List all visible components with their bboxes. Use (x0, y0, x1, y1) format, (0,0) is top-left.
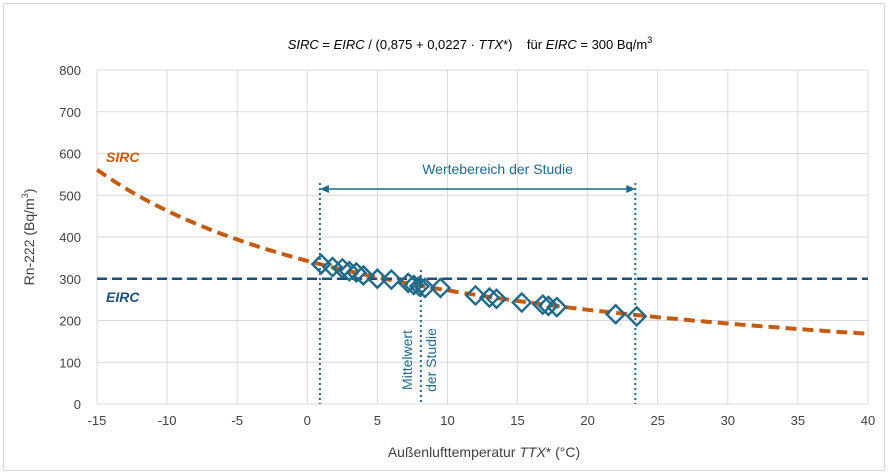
title-unit-sup: 3 (647, 35, 652, 45)
sirc-curve (95, 168, 869, 336)
title-eq: = (319, 37, 334, 52)
x-axis-label-ttx: TTX (519, 444, 546, 460)
y-tick-label: 200 (59, 314, 81, 329)
y-tick-label: 700 (59, 105, 81, 120)
data-point-diamond (511, 291, 533, 314)
title-unit: = 300 Bq/m (577, 37, 647, 52)
x-tick-label: 40 (861, 413, 875, 428)
x-axis-label-suffix: * (°C) (546, 444, 580, 460)
title-sirc: SIRC (288, 37, 320, 52)
y-axis-label-main: Rn-222 (Bq/m (21, 198, 37, 285)
data-point-diamond (366, 268, 389, 290)
mean-label-line1: Mittelwert (399, 330, 415, 390)
y-axis-label-sup: 3 (20, 193, 30, 198)
data-point-diamond (352, 264, 375, 287)
data-point-diamond (403, 274, 425, 296)
data-point-diamond (345, 261, 368, 284)
y-tick-label: 500 (59, 188, 81, 203)
data-point-diamond (485, 288, 508, 310)
data-point-diamond (478, 286, 501, 309)
range-label: Wertebereich der Studie (422, 161, 573, 177)
eirc-label: EIRC (106, 289, 140, 305)
x-tick-label: 25 (650, 413, 664, 428)
grid (96, 69, 869, 405)
data-point-diamond (331, 257, 354, 280)
x-tick-label: 15 (510, 413, 524, 428)
data-point-diamond (408, 275, 431, 297)
x-tick-label: -10 (158, 413, 177, 428)
series-lines (95, 168, 869, 336)
y-tick-label: 600 (59, 147, 81, 162)
x-tick-label: -15 (88, 413, 107, 428)
x-axis-label: Außenlufttemperatur TTX* (°C) (388, 444, 580, 460)
data-point-diamond (537, 295, 560, 317)
mean-label-line2: der Studie (423, 328, 439, 392)
range-arrow-left (319, 184, 329, 193)
annotations: Wertebereich der Studie Mittelwert der Stu… (106, 149, 637, 404)
chart-title: SIRC = EIRC / (0,875 + 0,0227 · TTX*) fü… (288, 35, 653, 52)
x-axis-label-prefix: Außenlufttemperatur (388, 444, 520, 460)
data-point-diamond (310, 253, 332, 275)
title-eirc-2: EIRC (546, 37, 578, 52)
x-tick-label: 10 (440, 413, 454, 428)
data-point-diamond (338, 260, 361, 282)
y-tick-label: 400 (59, 230, 81, 245)
y-axis-label-close: ) (21, 189, 37, 194)
x-tick-label: 30 (721, 413, 735, 428)
y-tick-label: 100 (59, 355, 81, 370)
title-fuer: *) für (503, 37, 546, 52)
data-point-diamond (397, 272, 419, 294)
x-tick-label: 35 (791, 413, 805, 428)
data-point-diamond (380, 268, 403, 291)
title-formula: / (0,875 + 0,0227 · (365, 37, 479, 52)
title-eirc: EIRC (334, 37, 366, 52)
x-tick-label: 0 (304, 413, 311, 428)
y-tick-label: 800 (59, 63, 81, 78)
x-tick-label: 20 (580, 413, 594, 428)
data-point-diamond (626, 305, 648, 328)
data-point-diamond (604, 303, 627, 325)
data-point-diamond (429, 277, 452, 299)
y-axis-label: Rn-222 (Bq/m3) (20, 189, 37, 286)
data-point-diamond (546, 296, 568, 318)
x-tick-labels: -15 -10 -5 0 5 10 15 20 25 30 35 40 (88, 413, 876, 428)
y-tick-label: 0 (74, 397, 81, 412)
x-tick-label: -5 (231, 413, 243, 428)
title-ttx: TTX (479, 37, 505, 52)
x-tick-label: 5 (374, 413, 381, 428)
data-point-diamond (532, 293, 554, 316)
range-arrow-right (626, 184, 636, 193)
y-tick-label: 300 (59, 272, 81, 287)
data-point-diamond (464, 284, 487, 307)
data-points (310, 253, 648, 328)
data-point-diamond (414, 277, 436, 299)
y-tick-labels: 0 100 200 300 400 500 600 700 800 (59, 63, 81, 412)
sirc-label: SIRC (106, 149, 140, 165)
